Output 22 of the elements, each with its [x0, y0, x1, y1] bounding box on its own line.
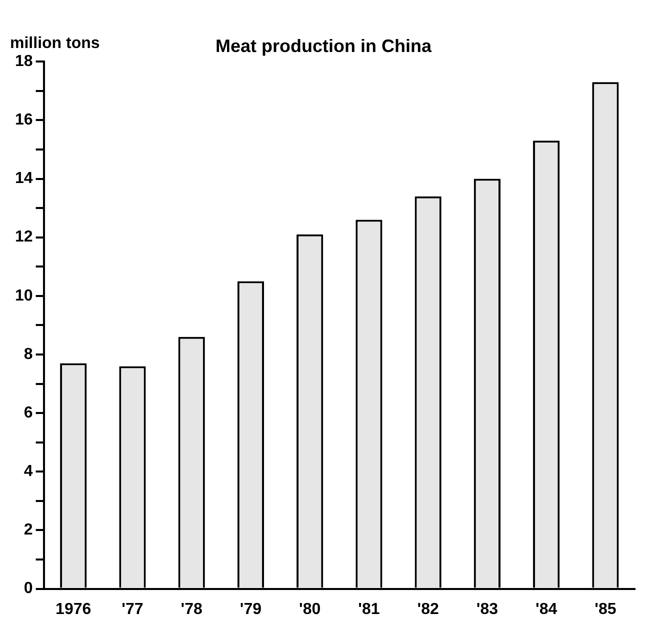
- y-tick-label: 6: [24, 404, 33, 422]
- x-tick-label: '81: [358, 600, 380, 618]
- y-tick-label: 8: [24, 346, 33, 363]
- y-tick-label: 12: [15, 228, 33, 246]
- x-tick-label: '85: [594, 600, 616, 618]
- x-tick-label: '79: [240, 600, 262, 618]
- y-tick-label: 16: [15, 112, 33, 129]
- y-tick-label: 2: [24, 522, 33, 539]
- y-tick-label: 4: [24, 463, 33, 480]
- y-axis-title: million tons: [10, 35, 100, 52]
- x-tick-label: '80: [299, 600, 321, 618]
- x-tick-label: 1976: [56, 600, 92, 618]
- x-tick-label: '84: [536, 600, 558, 618]
- x-tick-label: '83: [476, 600, 498, 618]
- y-tick-label: 14: [15, 170, 33, 188]
- x-tick-label: '82: [417, 600, 439, 618]
- chart-title: Meat production in China: [216, 36, 432, 56]
- y-tick-label: 18: [15, 53, 33, 70]
- x-tick-label: '78: [180, 600, 202, 618]
- x-tick-label: '77: [122, 600, 144, 618]
- y-tick-label: 10: [15, 287, 33, 304]
- y-tick-label: 0: [24, 580, 33, 598]
